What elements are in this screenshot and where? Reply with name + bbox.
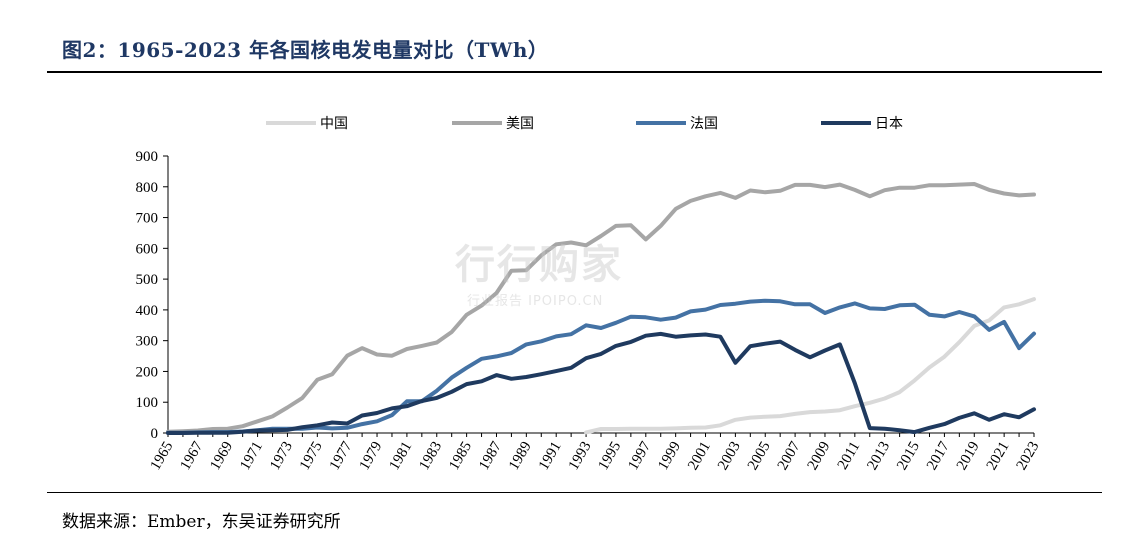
series-line-0 xyxy=(584,297,1036,435)
y-tick-label: 700 xyxy=(136,211,159,227)
legend: 中国 美国 法国 日本 xyxy=(266,116,903,132)
x-tick-label: 2009 xyxy=(805,439,834,473)
x-tick-label: 1969 xyxy=(207,439,236,473)
legend-label-2: 法国 xyxy=(690,116,718,132)
x-tick-label: 2005 xyxy=(745,439,774,473)
x-tick-label: 1995 xyxy=(596,439,625,473)
series-line-1 xyxy=(166,182,1036,434)
legend-label-0: 中国 xyxy=(320,116,348,132)
x-tick-label: 1967 xyxy=(177,439,206,473)
series-line-2 xyxy=(166,298,1036,435)
y-tick-label: 800 xyxy=(136,180,159,196)
legend-label-1: 美国 xyxy=(506,116,534,132)
x-tick-label: 1987 xyxy=(476,439,505,473)
x-tick-label: 2001 xyxy=(685,439,714,473)
x-tick-label: 1977 xyxy=(327,439,356,473)
x-tick-label: 2007 xyxy=(775,439,804,473)
x-tick-label: 1981 xyxy=(387,439,416,473)
series-group xyxy=(166,182,1036,435)
x-tick-label: 2023 xyxy=(1014,439,1043,473)
top-rule xyxy=(47,71,1102,73)
x-tick-label: 1989 xyxy=(506,439,535,473)
x-tick-label: 1993 xyxy=(566,439,595,473)
y-tick-label: 0 xyxy=(151,426,159,442)
bottom-rule xyxy=(47,492,1102,493)
series-line-3 xyxy=(166,331,1036,435)
y-tick-label: 500 xyxy=(136,272,159,288)
x-tick-label: 1991 xyxy=(536,439,565,473)
x-tick-label: 2003 xyxy=(715,439,744,473)
x-tick-label: 2017 xyxy=(924,439,953,473)
x-tick-label: 1971 xyxy=(237,439,266,473)
y-tick-label: 100 xyxy=(136,395,159,411)
x-tick-label: 1973 xyxy=(267,439,296,473)
x-tick-label: 2019 xyxy=(954,439,983,473)
x-tick-label: 1985 xyxy=(446,439,475,473)
source-note: 数据来源：Ember，东吴证券研究所 xyxy=(62,512,341,532)
x-tick-label: 1979 xyxy=(357,439,386,473)
x-tick-label: 2011 xyxy=(835,439,864,473)
y-tick-label: 400 xyxy=(136,303,159,319)
chart-title: 图2：1965-2023 年各国核电发电量对比（TWh） xyxy=(62,38,549,62)
x-tick-label: 1999 xyxy=(655,439,684,473)
legend-label-3: 日本 xyxy=(875,116,903,132)
y-axis: 0 100 200 300 400 500 600 700 800 900 xyxy=(136,149,169,442)
y-tick-label: 200 xyxy=(136,364,159,380)
x-tick-label: 2021 xyxy=(984,439,1013,473)
x-tick-label: 1983 xyxy=(416,439,445,473)
x-tick-label: 2013 xyxy=(864,439,893,473)
y-tick-label: 600 xyxy=(136,241,159,257)
x-tick-label: 1997 xyxy=(625,439,654,473)
x-axis: 1965 1967 1969 1971 1973 1975 1977 1979 1981 1983… xyxy=(148,432,1043,473)
y-tick-label: 900 xyxy=(136,149,159,165)
x-tick-label: 1965 xyxy=(148,439,177,473)
x-tick-label: 1975 xyxy=(297,439,326,473)
x-tick-label: 2015 xyxy=(894,439,923,473)
y-tick-label: 300 xyxy=(136,334,159,350)
